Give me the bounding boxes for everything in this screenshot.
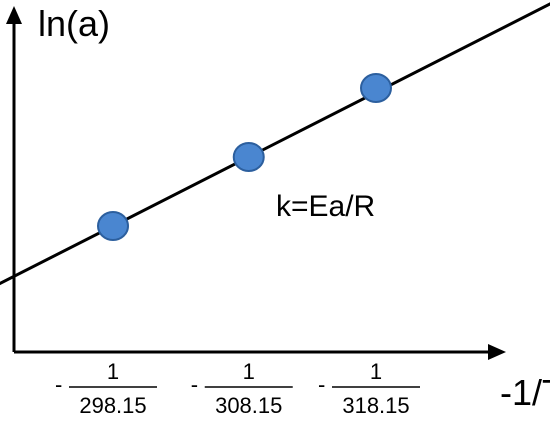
tick-numerator: 1 [370, 359, 382, 384]
tick-numerator: 1 [243, 359, 255, 384]
x-tick-label-1: - 1 298.15 [55, 359, 157, 418]
data-point-2 [232, 142, 265, 172]
tick-minus-sign: - [55, 372, 62, 397]
x-tick-label-2: - 1 308.15 [191, 359, 293, 418]
data-points [97, 73, 392, 241]
tick-denominator: 318.15 [342, 393, 409, 418]
slope-annotation: k=Ea/R [276, 190, 375, 223]
data-point-3 [360, 73, 392, 103]
x-tick-label-3: - 1 318.15 [318, 359, 420, 418]
data-point-1 [97, 211, 129, 241]
tick-numerator: 1 [107, 359, 119, 384]
y-axis [6, 6, 22, 352]
tick-denominator: 308.15 [215, 393, 282, 418]
fit-line [0, 2, 550, 286]
tick-denominator: 298.15 [79, 393, 146, 418]
x-axis [14, 344, 506, 360]
y-axis-label: ln(a) [38, 3, 110, 44]
tick-minus-sign: - [318, 372, 325, 397]
x-axis-label: -1/T [500, 372, 550, 413]
tick-minus-sign: - [191, 372, 198, 397]
